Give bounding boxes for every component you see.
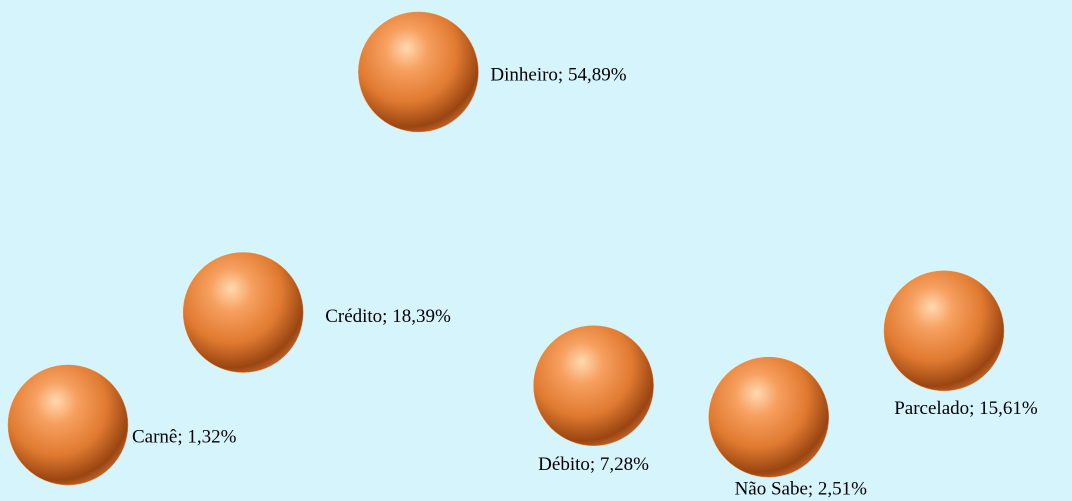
sphere: [182, 252, 304, 373]
data-label: Parcelado; 15,61%: [894, 398, 1038, 419]
data-label: Dinheiro; 54,89%: [490, 64, 626, 85]
sphere: [708, 356, 830, 478]
data-label: Débito; 7,28%: [538, 454, 649, 475]
data-label: Carnê; 1,32%: [132, 426, 237, 447]
sphere: [358, 11, 479, 133]
sphere: [7, 364, 129, 486]
sphere: [883, 270, 1005, 392]
data-label: Não Sabe; 2,51%: [735, 479, 868, 500]
data-label: Crédito; 18,39%: [325, 306, 451, 327]
sphere: [533, 325, 654, 446]
